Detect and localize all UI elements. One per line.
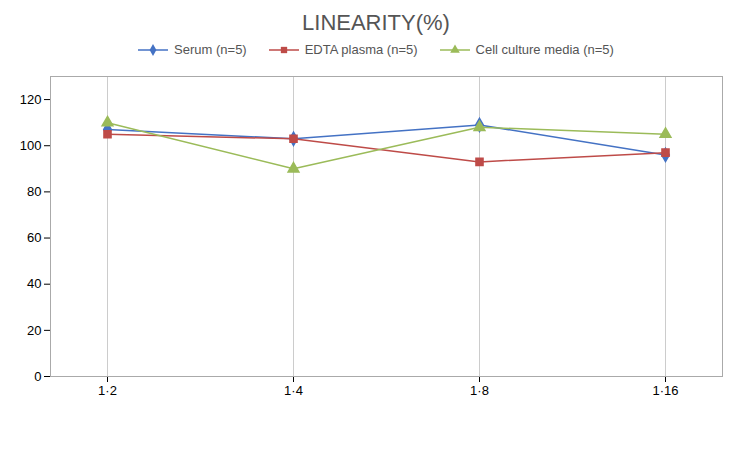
svg-text:60: 60 — [27, 230, 41, 245]
html-text:LINEARITY(%): LINEARITY(%) — [302, 10, 450, 35]
svg-text:1·2: 1·2 — [98, 383, 117, 398]
svg-text:1·16: 1·16 — [652, 383, 678, 398]
svg-text:40: 40 — [27, 276, 41, 291]
svg-text:120: 120 — [20, 92, 42, 107]
svg-text:20: 20 — [27, 323, 41, 338]
html-text:EDTA plasma (n=5): EDTA plasma (n=5) — [304, 42, 418, 57]
html-text:Cell culture media (n=5): Cell culture media (n=5) — [475, 42, 614, 57]
svg-text:0: 0 — [34, 369, 41, 384]
svg-text:1·8: 1·8 — [470, 383, 489, 398]
svg-text:1·4: 1·4 — [284, 383, 303, 398]
svg-text:100: 100 — [20, 138, 42, 153]
svg-text:80: 80 — [27, 184, 41, 199]
html-text:Serum (n=5): Serum (n=5) — [174, 42, 247, 57]
